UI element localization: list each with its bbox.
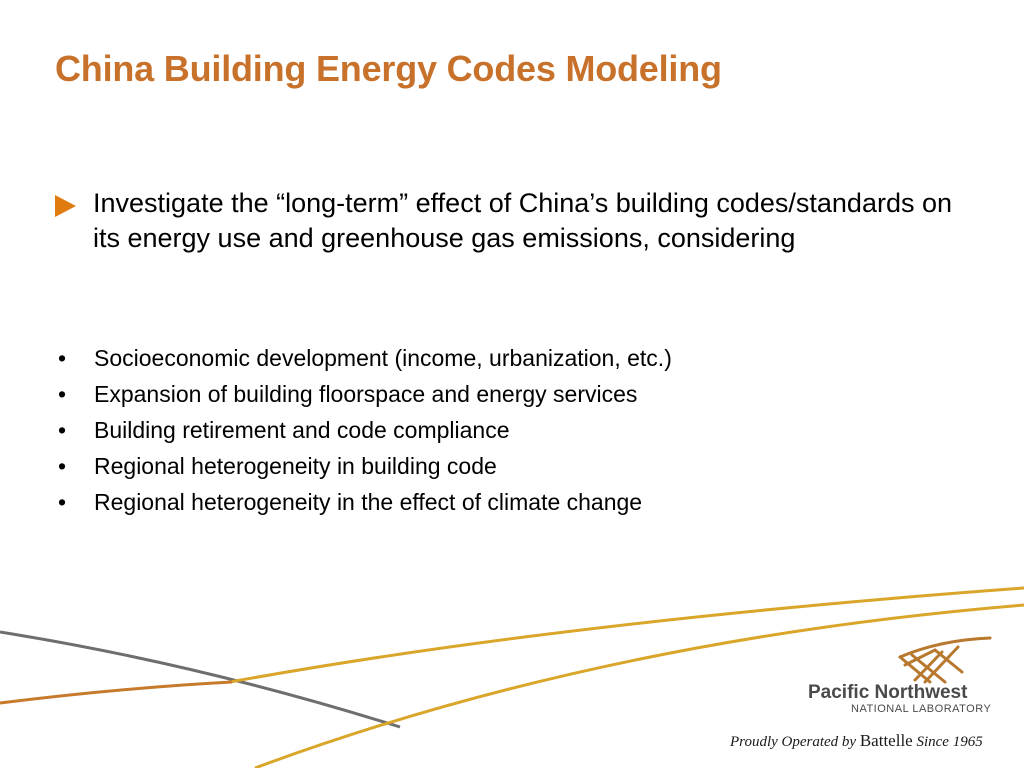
tagline-brand: Battelle bbox=[859, 731, 913, 750]
bullet-text: Socioeconomic development (income, urban… bbox=[94, 345, 672, 371]
logo-wordmark-line1: Pacific Northwest bbox=[808, 682, 968, 703]
bullet-dot: • bbox=[58, 417, 67, 443]
play-arrow-icon bbox=[55, 195, 76, 217]
main-point-text: Investigate the “long-term” effect of Ch… bbox=[93, 188, 953, 253]
bullet-text: Regional heterogeneity in the effect of … bbox=[94, 489, 643, 515]
slide-title: China Building Energy Codes Modeling bbox=[55, 48, 722, 89]
bullet-dot: • bbox=[58, 489, 67, 515]
list-item: • Building retirement and code complianc… bbox=[55, 412, 672, 448]
gold-swoosh-line-lower bbox=[254, 603, 1024, 768]
tagline-prefix: Proudly Operated by bbox=[730, 734, 857, 750]
logo-wordmark-line2: NATIONAL LABORATORY bbox=[851, 703, 992, 715]
bullet-text: Expansion of building floorspace and ene… bbox=[94, 381, 638, 407]
gray-swoosh-line bbox=[0, 630, 401, 729]
bullet-dot: • bbox=[58, 453, 67, 479]
bullet-dot: • bbox=[58, 381, 67, 407]
orange-swoosh-line-left bbox=[0, 680, 233, 705]
bullet-text: Building retirement and code compliance bbox=[94, 417, 510, 443]
bullet-list: • Socioeconomic development (income, urb… bbox=[55, 340, 672, 520]
gold-swoosh-line-upper bbox=[229, 586, 1024, 684]
battelle-tagline: Proudly Operated by Battelle Since 1965 bbox=[730, 731, 983, 751]
list-item: • Socioeconomic development (income, urb… bbox=[55, 340, 672, 376]
list-item: • Regional heterogeneity in the effect o… bbox=[55, 484, 672, 520]
main-point: Investigate the “long-term” effect of Ch… bbox=[55, 186, 955, 256]
bullet-dot: • bbox=[58, 345, 67, 371]
list-item: • Regional heterogeneity in building cod… bbox=[55, 448, 672, 484]
tagline-suffix: Since 1965 bbox=[916, 734, 983, 750]
bullet-text: Regional heterogeneity in building code bbox=[94, 453, 497, 479]
list-item: • Expansion of building floorspace and e… bbox=[55, 376, 672, 412]
